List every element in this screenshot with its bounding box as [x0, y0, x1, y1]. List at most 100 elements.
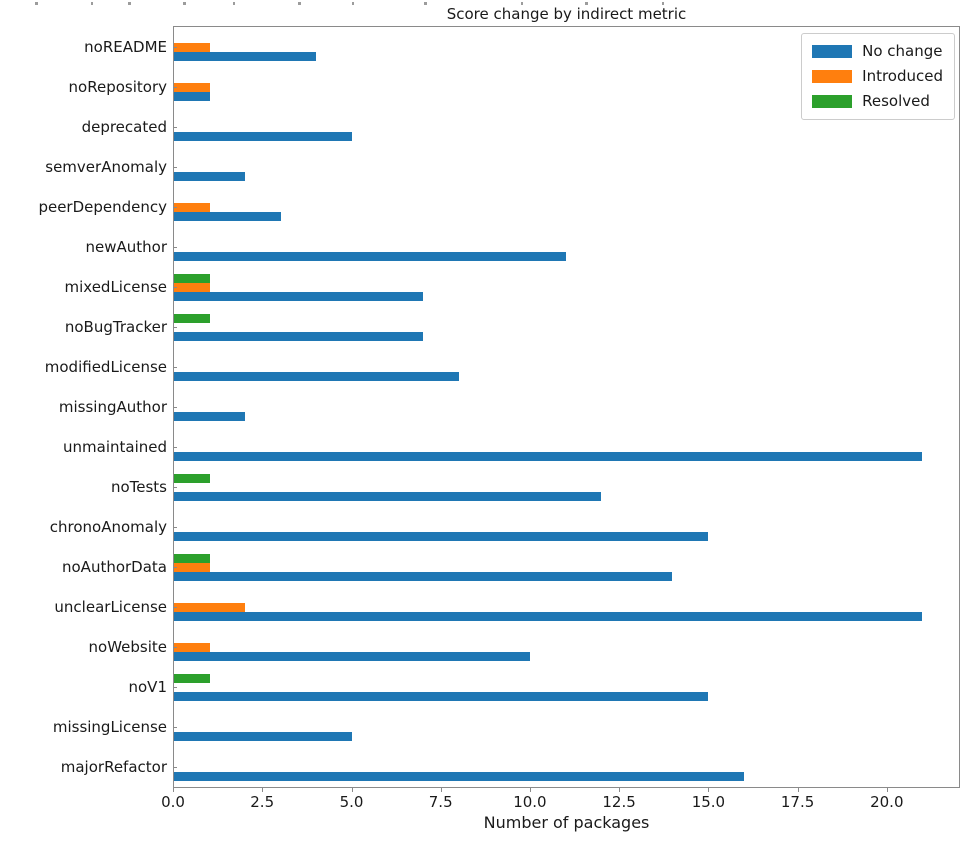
y-axis-label: noV1	[128, 678, 168, 696]
bar-no-change-majorRefactor	[174, 771, 744, 781]
legend-swatch	[812, 45, 853, 58]
bar-no-change-noAuthorData	[174, 571, 673, 581]
y-tick-mark	[173, 247, 177, 248]
bar-no-change-newAuthor	[174, 251, 566, 261]
legend-label: No change	[862, 42, 943, 60]
x-tick-label: 20.0	[870, 793, 904, 811]
y-tick-mark	[173, 647, 177, 648]
bar-no-change-noREADME	[174, 51, 317, 61]
y-tick-mark	[173, 447, 177, 448]
x-tick-mark	[529, 788, 531, 792]
y-tick-mark	[173, 727, 177, 728]
y-tick-mark	[173, 287, 177, 288]
clipped-text-mark	[662, 2, 664, 5]
y-tick-mark	[173, 167, 177, 168]
clipped-text-mark	[424, 2, 427, 5]
y-tick-mark	[173, 327, 177, 328]
bar-introduced-mixedLicense	[174, 282, 210, 292]
x-tick-mark	[262, 788, 264, 792]
legend-swatch	[812, 95, 853, 108]
y-tick-mark	[173, 367, 177, 368]
x-tick-label: 17.5	[780, 793, 815, 811]
x-tick-label: 0.0	[161, 793, 185, 811]
bar-introduced-noREADME	[174, 42, 210, 52]
x-tick-label: 5.0	[339, 793, 364, 811]
bar-resolved-noAuthorData	[174, 553, 210, 563]
bar-introduced-noWebsite	[174, 642, 210, 652]
clipped-text-mark	[91, 2, 93, 5]
legend-label: Resolved	[862, 92, 930, 110]
bar-resolved-noV1	[174, 673, 210, 683]
y-axis-label: noRepository	[68, 78, 167, 96]
x-tick-mark	[619, 788, 621, 792]
legend-swatch	[812, 70, 853, 83]
bar-introduced-peerDependency	[174, 202, 210, 212]
x-tick-label: 12.5	[602, 793, 636, 811]
bar-no-change-mixedLicense	[174, 291, 424, 301]
bar-resolved-mixedLicense	[174, 273, 210, 283]
legend-item: Introduced	[812, 68, 943, 85]
y-axis-label: deprecated	[81, 118, 167, 136]
x-tick-mark	[440, 788, 442, 792]
legend-item: No change	[812, 43, 943, 60]
y-tick-mark	[173, 127, 177, 128]
bar-no-change-noRepository	[174, 91, 210, 101]
chart-title: Score change by indirect metric	[446, 5, 687, 23]
y-axis-label: newAuthor	[85, 238, 167, 256]
bar-no-change-unmaintained	[174, 451, 922, 461]
y-tick-mark	[173, 767, 177, 768]
x-tick-mark	[173, 788, 174, 792]
clipped-text-mark	[233, 2, 235, 5]
x-tick-label: 10.0	[513, 793, 547, 811]
y-axis-label: mixedLicense	[64, 278, 168, 296]
y-tick-mark	[173, 687, 177, 688]
y-axis-label: unmaintained	[63, 438, 167, 456]
bar-no-change-noV1	[174, 691, 708, 701]
x-tick-mark	[351, 788, 353, 792]
y-tick-mark	[173, 567, 177, 568]
bar-resolved-noTests	[174, 473, 210, 483]
y-axis-label: peerDependency	[38, 198, 167, 216]
y-axis-label: modifiedLicense	[44, 358, 167, 376]
y-axis-label: noAuthorData	[62, 558, 167, 576]
legend: No change Introduced Resolved	[801, 33, 955, 120]
bar-no-change-modifiedLicense	[174, 371, 459, 381]
y-axis-label: unclearLicense	[54, 598, 167, 616]
x-axis-label: Number of packages	[483, 813, 650, 832]
bar-introduced-noAuthorData	[174, 562, 210, 572]
y-tick-mark	[173, 607, 177, 608]
bar-no-change-noBugTracker	[174, 331, 424, 341]
clipped-text-mark	[352, 2, 354, 5]
bar-introduced-noRepository	[174, 82, 210, 92]
y-axis-label: missingLicense	[52, 718, 167, 736]
clipped-text-mark	[35, 2, 38, 5]
bar-resolved-noBugTracker	[174, 313, 210, 323]
bar-no-change-missingLicense	[174, 731, 352, 741]
clipped-text-mark	[183, 2, 186, 5]
y-tick-mark	[173, 47, 177, 48]
x-tick-label: 2.5	[250, 793, 275, 811]
y-tick-mark	[173, 527, 177, 528]
x-tick-label: 7.5	[428, 793, 453, 811]
y-axis-label: noTests	[110, 478, 167, 496]
legend-item: Resolved	[812, 93, 943, 110]
y-tick-mark	[173, 487, 177, 488]
y-axis-label: chronoAnomaly	[49, 518, 167, 536]
y-tick-mark	[173, 87, 177, 88]
bar-no-change-peerDependency	[174, 211, 281, 221]
y-axis-label: semverAnomaly	[45, 158, 167, 176]
x-tick-mark	[886, 788, 888, 792]
bar-no-change-semverAnomaly	[174, 171, 246, 181]
clipped-text-mark	[585, 2, 588, 5]
y-tick-mark	[173, 407, 177, 408]
clipped-text-mark	[298, 2, 301, 5]
y-tick-mark	[173, 207, 177, 208]
plot-area	[173, 26, 960, 788]
bar-no-change-noWebsite	[174, 651, 530, 661]
bar-no-change-missingAuthor	[174, 411, 246, 421]
bar-introduced-unclearLicense	[174, 602, 246, 612]
bar-no-change-noTests	[174, 491, 602, 501]
bar-no-change-unclearLicense	[174, 611, 922, 621]
y-axis-label: noWebsite	[88, 638, 167, 656]
